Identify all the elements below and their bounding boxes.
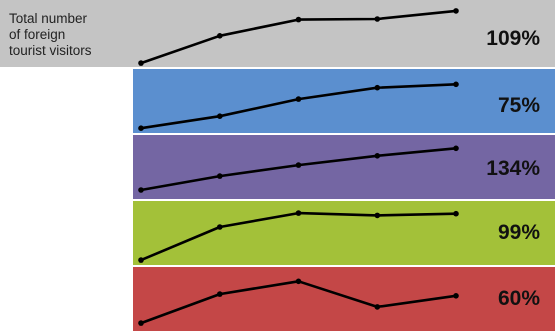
series-line-2 (140, 83, 457, 130)
data-point-4-5 (453, 210, 459, 217)
data-point-3-1 (138, 187, 144, 193)
data-point-3-3 (295, 162, 302, 168)
percent-label-5: 60% (497, 287, 540, 310)
data-point-4-2 (217, 224, 223, 230)
data-point-2-5 (453, 81, 459, 88)
data-point-1-5 (453, 8, 459, 14)
data-point-1-4 (374, 16, 381, 22)
percent-label-2: 75% (497, 94, 540, 117)
data-point-5-4 (374, 304, 381, 310)
series-line-4 (140, 211, 457, 262)
data-point-5-3 (295, 278, 302, 285)
band-total: Total number of foreign tourist visitors (0, 0, 555, 67)
data-point-2-1 (138, 125, 144, 131)
series-line-3 (140, 147, 457, 192)
percent-label-4: 99% (497, 221, 540, 244)
series-line-5 (140, 279, 457, 325)
data-point-5-2 (217, 291, 223, 297)
data-point-3-4 (374, 153, 381, 159)
percent-label-total: 109% (486, 27, 540, 50)
data-point-2-4 (374, 84, 381, 91)
data-point-5-5 (453, 293, 459, 299)
data-point-4-3 (295, 210, 302, 216)
series-label-total: Total number of foreign tourist visitors (9, 11, 92, 58)
data-point-3-2 (217, 173, 223, 179)
data-point-4-4 (374, 212, 381, 219)
band-3 (133, 135, 555, 199)
data-point-2-3 (295, 96, 302, 102)
data-point-5-1 (138, 320, 144, 326)
band-2 (133, 69, 555, 133)
data-point-1-3 (295, 16, 302, 23)
percent-label-3: 134% (486, 157, 540, 180)
data-point-1-2 (217, 33, 223, 39)
data-point-2-2 (217, 113, 223, 119)
data-point-1-1 (138, 60, 144, 66)
data-point-3-5 (453, 145, 459, 152)
data-point-4-1 (138, 257, 144, 263)
